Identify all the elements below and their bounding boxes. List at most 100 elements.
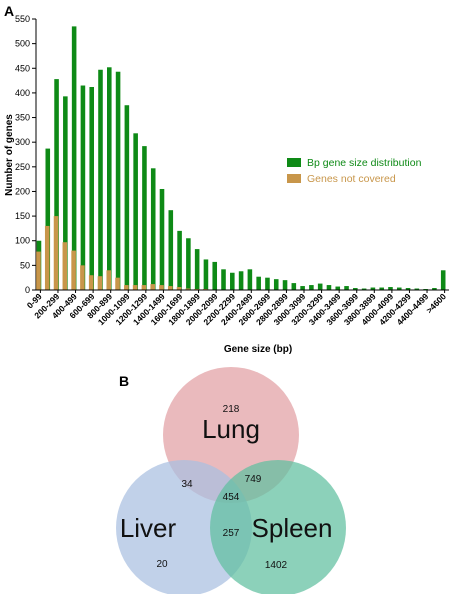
liver-label: Liver [120,513,177,543]
bars [36,26,446,291]
bar-bp-distribution [168,210,174,290]
bar-not-covered [132,285,138,290]
bar-bp-distribution [335,286,341,290]
bar-not-covered [167,286,173,290]
bar-bp-distribution [230,272,235,290]
bar-not-covered [44,225,50,290]
bar-not-covered [150,284,155,290]
bar-not-covered [53,216,59,290]
bar-bp-distribution [344,286,349,290]
x-axis: 0-99200-299400-499600-699800-8991000-109… [25,289,449,327]
bar-bp-distribution [282,280,288,290]
bar-bp-distribution [361,288,367,290]
bar-bp-distribution [291,283,297,290]
y-axis-title: Number of genes [4,114,15,196]
bar-not-covered [185,288,191,290]
bar-bp-distribution [273,279,279,290]
x-tick-label: >4600 [424,291,448,315]
count-lung-spleen: 749 [245,474,262,485]
bar-bp-distribution [71,26,77,290]
bar-bp-distribution [256,276,261,290]
y-tick-label: 350 [15,113,30,123]
bar-not-covered [36,251,41,290]
bar-not-covered [159,285,164,290]
bar-bp-distribution [186,238,191,290]
y-tick-label: 550 [15,14,30,24]
bar-bp-distribution [54,79,59,290]
count-spleen-only: 1402 [265,560,288,571]
bar-not-covered [124,285,129,290]
y-tick-label: 500 [15,39,30,49]
bar-not-covered [106,270,112,290]
bar-bp-distribution [221,269,226,290]
bar-bp-distribution [326,285,332,290]
bar-bp-distribution [414,288,420,290]
panel-b-label: B [119,373,129,389]
bar-bp-distribution [396,287,402,290]
panel-a-label: A [4,3,14,19]
bar-bp-distribution [300,286,305,290]
bar-bp-distribution [124,105,130,290]
bar-bp-distribution [309,285,314,290]
y-tick-label: 0 [25,285,30,295]
bar-bp-distribution [388,287,393,290]
bar-not-covered [115,277,120,290]
count-liver-only: 20 [156,559,168,570]
count-lung-only: 218 [223,404,240,415]
spleen-label: Spleen [252,513,333,543]
bar-bp-distribution [89,87,94,290]
bar-not-covered [88,275,94,290]
bar-bp-distribution [80,85,86,291]
lung-label: Lung [202,414,260,444]
bar-bp-distribution [194,249,200,290]
bar-bp-distribution [150,168,156,290]
bar-bp-distribution [45,148,51,290]
bar-bp-distribution [379,287,384,290]
bar-not-covered [176,287,182,290]
spleen-circle [210,460,346,594]
bar-bp-distribution [405,288,411,290]
count-liver-spleen: 257 [223,528,240,539]
bar-bp-distribution [133,133,138,290]
liver-circle [116,460,252,594]
bar-not-covered [71,250,76,290]
y-axis: 0 50 100 150 200 250 300 350 400 450 500 550 [15,14,37,295]
venn-diagram: B Lung Liver Spleen 218 34 749 454 257 2… [116,367,346,594]
bar-bp-distribution [432,288,437,290]
bar-bp-distribution [353,288,358,290]
legend-swatch-bp [287,158,301,167]
bar-bp-distribution [63,96,68,290]
bar-not-covered [97,276,103,290]
bar-bp-distribution [115,71,121,290]
bar-bp-distribution [265,277,270,290]
bar-bp-distribution [440,270,446,290]
count-all-three: 454 [223,492,240,503]
bar-bp-distribution [142,146,147,290]
bar-bp-distribution [203,259,209,290]
legend-label-bp: Bp gene size distribution [307,157,422,169]
y-tick-label: 400 [15,88,30,98]
bar-bp-distribution [238,271,244,290]
bar-bp-distribution [177,230,182,290]
bar-bp-distribution [370,287,376,290]
legend: Bp gene size distribution Genes not cove… [287,157,422,185]
y-tick-label: 300 [15,137,30,147]
bar-not-covered [80,265,85,290]
bar-not-covered [141,285,147,290]
bar-bp-distribution [98,69,103,290]
y-tick-label: 100 [15,236,30,246]
legend-label-not-covered: Genes not covered [307,173,396,185]
bar-bp-distribution [107,67,112,290]
gene-size-chart: A Number of genes Gene size (bp) 0 50 100 1… [4,3,449,355]
bar-not-covered [62,242,68,290]
legend-swatch-not-covered [287,174,301,183]
y-tick-label: 150 [15,211,30,221]
bar-bp-distribution [159,188,165,290]
y-tick-label: 450 [15,63,30,73]
bar-bp-distribution [317,283,323,290]
count-lung-liver: 34 [181,479,193,490]
y-tick-label: 200 [15,186,30,196]
bar-bp-distribution [247,269,253,290]
y-tick-label: 250 [15,162,30,172]
